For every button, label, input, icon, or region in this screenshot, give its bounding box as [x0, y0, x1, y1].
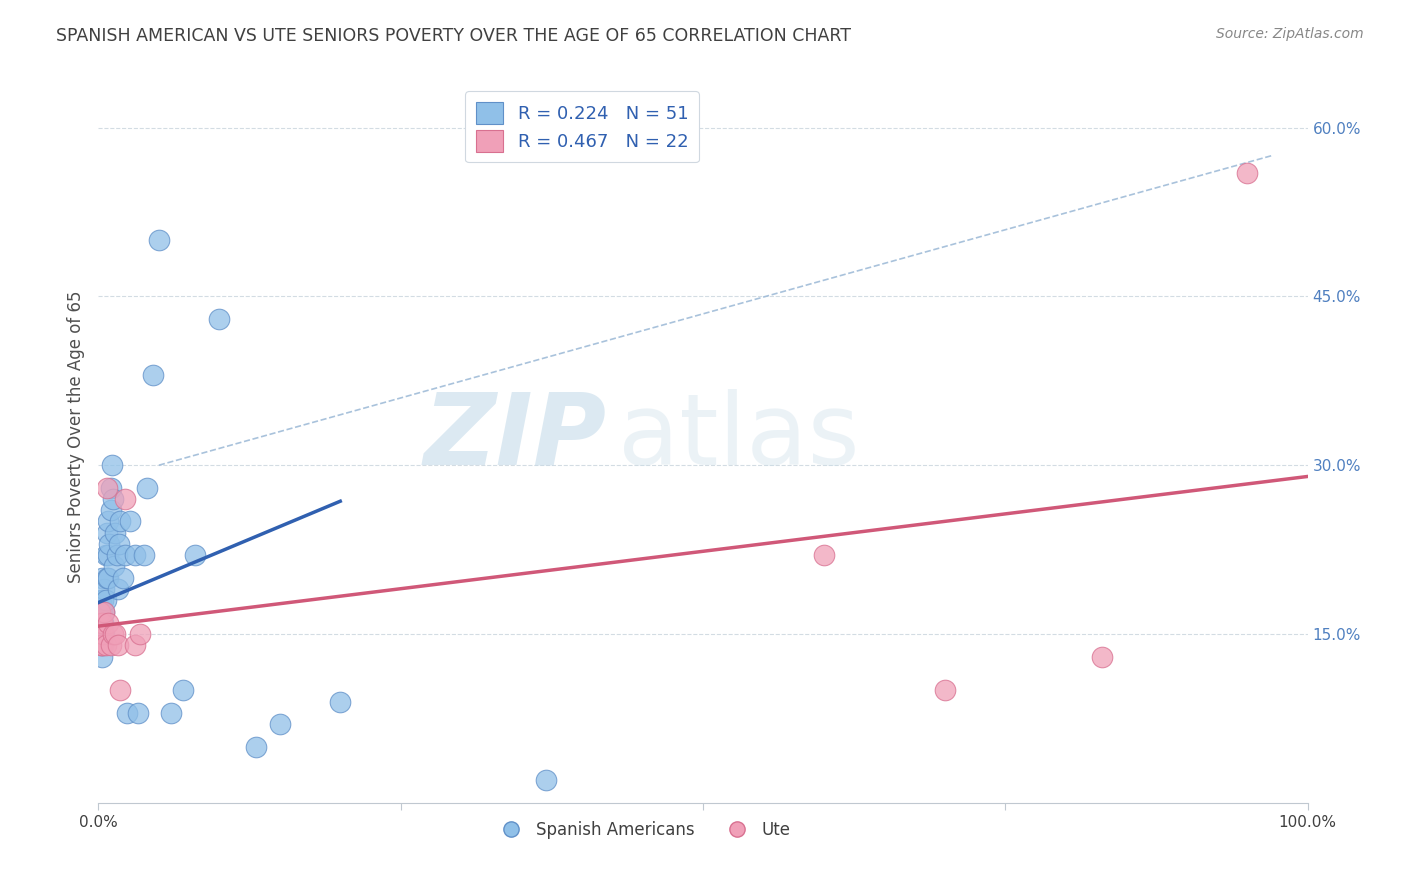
Point: [142, 368, 165, 383]
Text: Source: ZipAtlas.com: Source: ZipAtlas.com: [1216, 27, 1364, 41]
Point: [89, 627, 111, 641]
Point: [134, 548, 156, 562]
Point: [105, 548, 128, 562]
Y-axis label: Seniors Poverty Over the Age of 65: Seniors Poverty Over the Age of 65: [66, 291, 84, 583]
Point: [97, 515, 120, 529]
Point: [104, 627, 127, 641]
Point: [93, 605, 115, 619]
Point: [91, 638, 114, 652]
Point: [329, 694, 352, 708]
Point: [90, 615, 112, 630]
Point: [97, 615, 120, 630]
Point: [96, 525, 118, 540]
Point: [127, 706, 149, 720]
Point: [107, 638, 129, 652]
Point: [91, 615, 114, 630]
Point: [172, 683, 194, 698]
Point: [91, 571, 114, 585]
Point: [91, 649, 114, 664]
Point: [114, 548, 136, 562]
Point: [103, 559, 125, 574]
Point: [813, 548, 835, 562]
Point: [96, 481, 118, 495]
Point: [534, 773, 557, 788]
Point: [108, 515, 131, 529]
Point: [100, 458, 122, 473]
Point: [128, 627, 150, 641]
Point: [93, 582, 115, 596]
Point: [1091, 649, 1114, 664]
Point: [91, 593, 114, 607]
Point: [245, 739, 267, 754]
Point: [100, 481, 122, 495]
Point: [108, 537, 131, 551]
Text: ZIP: ZIP: [423, 389, 606, 485]
Point: [100, 503, 122, 517]
Point: [104, 525, 127, 540]
Point: [94, 593, 117, 607]
Point: [90, 638, 112, 652]
Point: [93, 605, 115, 619]
Point: [124, 638, 146, 652]
Point: [100, 638, 122, 652]
Point: [98, 537, 121, 551]
Point: [93, 627, 115, 641]
Point: [91, 615, 114, 630]
Point: [91, 627, 114, 641]
Point: [160, 706, 183, 720]
Point: [94, 548, 117, 562]
Point: [148, 233, 170, 247]
Point: [118, 515, 141, 529]
Text: atlas: atlas: [619, 389, 860, 485]
Point: [97, 571, 120, 585]
Point: [101, 491, 124, 506]
Point: [91, 638, 114, 652]
Point: [101, 627, 124, 641]
Point: [96, 571, 118, 585]
Point: [1236, 166, 1258, 180]
Point: [91, 605, 114, 619]
Point: [111, 571, 134, 585]
Point: [90, 638, 112, 652]
Point: [91, 627, 114, 641]
Point: [94, 638, 117, 652]
Legend: Spanish Americans, Ute: Spanish Americans, Ute: [488, 814, 797, 846]
Point: [208, 312, 231, 326]
Point: [114, 491, 136, 506]
Point: [124, 548, 146, 562]
Text: SPANISH AMERICAN VS UTE SENIORS POVERTY OVER THE AGE OF 65 CORRELATION CHART: SPANISH AMERICAN VS UTE SENIORS POVERTY …: [56, 27, 851, 45]
Point: [934, 683, 956, 698]
Point: [107, 582, 129, 596]
Point: [89, 627, 111, 641]
Point: [108, 683, 131, 698]
Point: [117, 706, 139, 720]
Point: [89, 605, 111, 619]
Point: [90, 593, 112, 607]
Point: [89, 605, 111, 619]
Point: [97, 548, 120, 562]
Point: [135, 481, 157, 495]
Point: [269, 717, 291, 731]
Point: [184, 548, 207, 562]
